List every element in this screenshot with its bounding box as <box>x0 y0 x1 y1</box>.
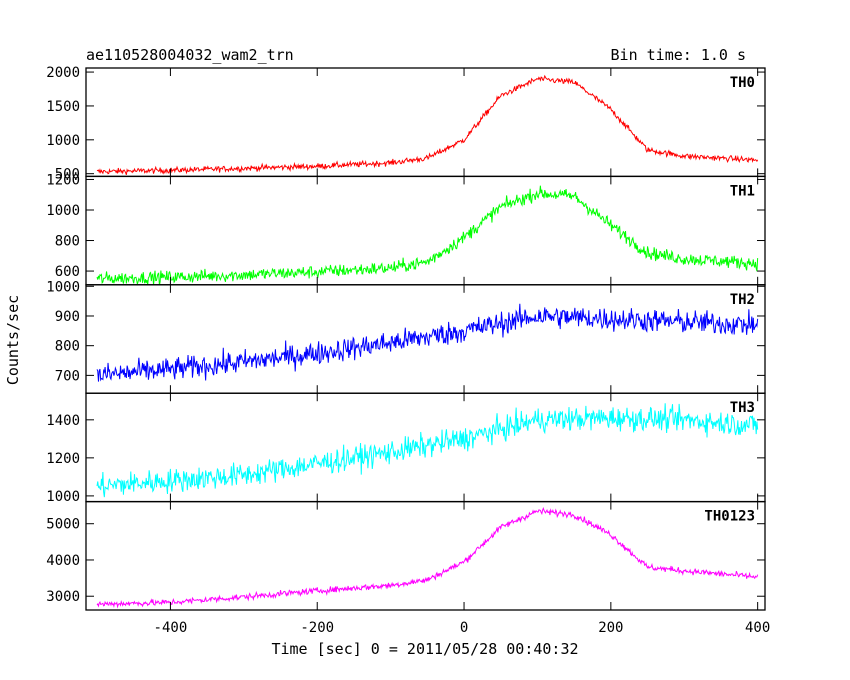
series-line-th2 <box>96 303 759 382</box>
x-tick-label: 0 <box>460 620 468 636</box>
y-tick-label: 900 <box>55 309 80 325</box>
y-tick-label: 600 <box>55 264 80 280</box>
series-line-th0123 <box>96 507 759 609</box>
y-tick-label: 1200 <box>46 451 80 467</box>
y-tick-label: 1500 <box>46 99 80 115</box>
y-tick-label: 800 <box>55 339 80 355</box>
chart-title: ae110528004032_wam2_trn <box>86 46 294 64</box>
y-tick-label: 800 <box>55 234 80 250</box>
y-tick-label: 1000 <box>46 203 80 219</box>
y-tick-label: 3000 <box>46 589 80 605</box>
panel-th2: 700 800 900 1000 TH2 <box>46 279 766 394</box>
y-tick-label: 2000 <box>46 65 80 81</box>
y-axis-label: Counts/sec <box>4 295 22 385</box>
x-tick-label: -200 <box>300 620 334 636</box>
series-line-th1 <box>96 185 759 286</box>
panel-th0: 500 1000 1500 2000 TH0 <box>46 65 766 183</box>
panel-label: TH3 <box>730 400 755 416</box>
y-tick-label: 1400 <box>46 413 80 429</box>
bin-time-label: Bin time: 1.0 s <box>611 46 746 64</box>
y-tick-label: 1000 <box>46 133 80 149</box>
panel-label: TH2 <box>730 292 755 308</box>
panel-frame <box>85 500 766 611</box>
panel-label: TH0 <box>730 75 755 91</box>
x-tick-label: 200 <box>598 620 623 636</box>
panel-frame <box>85 67 766 178</box>
y-tick-label: 700 <box>55 368 80 384</box>
x-axis-label: Time [sec] 0 = 2011/05/28 00:40:32 <box>271 640 578 658</box>
panel-label: TH1 <box>730 183 755 199</box>
panel-th3: 1000 1200 1400 TH3 <box>46 392 766 505</box>
panel-label: TH0123 <box>704 509 755 525</box>
series-line-th3 <box>96 403 759 498</box>
x-tick-label: 400 <box>745 620 770 636</box>
y-tick-label: 1200 <box>46 172 80 188</box>
y-tick-label: 4000 <box>46 553 80 569</box>
y-tick-label: 500 <box>55 167 80 183</box>
x-tick-label: -400 <box>154 620 188 636</box>
y-tick-label: 1000 <box>46 279 80 295</box>
series-line-th0 <box>96 74 759 176</box>
panel-frame <box>85 175 766 286</box>
panel-th1: 600 800 1000 1200 TH1 <box>46 172 766 286</box>
y-tick-label: 5000 <box>46 517 80 533</box>
panel-th0123: 3000 4000 5000 TH0123 <box>46 500 766 611</box>
y-tick-label: 1000 <box>46 489 80 505</box>
